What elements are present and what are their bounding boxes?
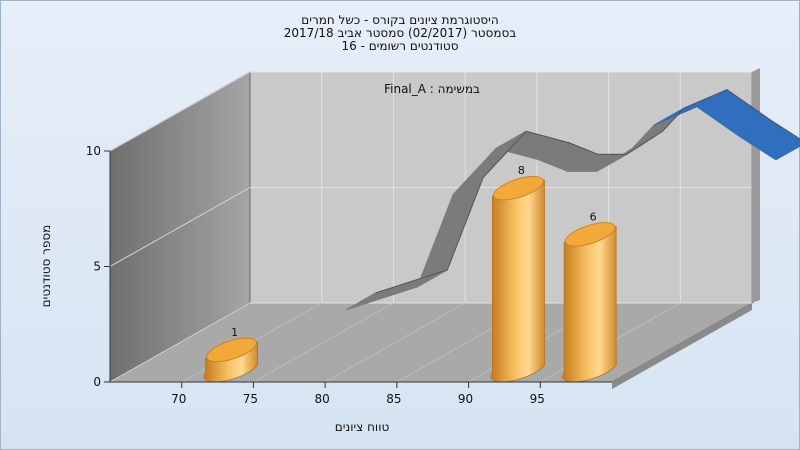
bar-value-label: 6 [590, 210, 597, 223]
y-axis-title: מספר סטודנטים [39, 225, 53, 308]
y-tick-label: 0 [93, 375, 101, 389]
chart-title-line-2: בסמסטר (02/2017) סמסטר אביב 2017/18 [283, 26, 517, 40]
x-tick-label: 95 [530, 392, 545, 406]
bar-value-label: 8 [518, 164, 525, 177]
back-wall-edge [752, 68, 760, 303]
y-gridline-side [109, 187, 251, 267]
y-tick-label: 10 [86, 144, 101, 158]
series-annotation: Final_A : במשימה [384, 82, 480, 96]
bar-top [564, 222, 616, 247]
x-tick-label: 90 [458, 392, 473, 406]
axes: 0 5 10 70 75 80 85 90 95 [86, 144, 612, 406]
floor-edge [612, 303, 752, 389]
bar-top [206, 337, 257, 363]
x-gridline-floor [324, 302, 466, 383]
bar-series: 1 8 6 [203, 164, 617, 383]
x-tick-label: 80 [315, 392, 330, 406]
x-tick-label: 75 [243, 392, 258, 406]
x-tick-label: 70 [171, 392, 186, 406]
y-tick-label: 5 [93, 260, 101, 274]
bar: 8 [490, 164, 545, 383]
bar-value-label: 1 [231, 326, 238, 339]
bar-body [562, 225, 617, 383]
ribbon-series [345, 89, 800, 311]
bar: 6 [562, 210, 617, 383]
y-gridline-side [109, 302, 251, 383]
bar-top [493, 176, 544, 201]
ribbon-top-edge [375, 89, 800, 294]
y-gridline-side [109, 71, 251, 152]
x-axis-title: טווח ציונים [335, 420, 390, 434]
bar-body [490, 179, 545, 383]
chart-title-line-3: סטודנטים רשומים - 16 [341, 39, 459, 53]
bar: 1 [203, 326, 258, 383]
chart-title-line-1: היסטוגרמת ציונים בקורס - כשל חמרים [301, 13, 499, 27]
x-tick-label: 85 [386, 392, 401, 406]
x-gridline-floor [253, 302, 394, 383]
